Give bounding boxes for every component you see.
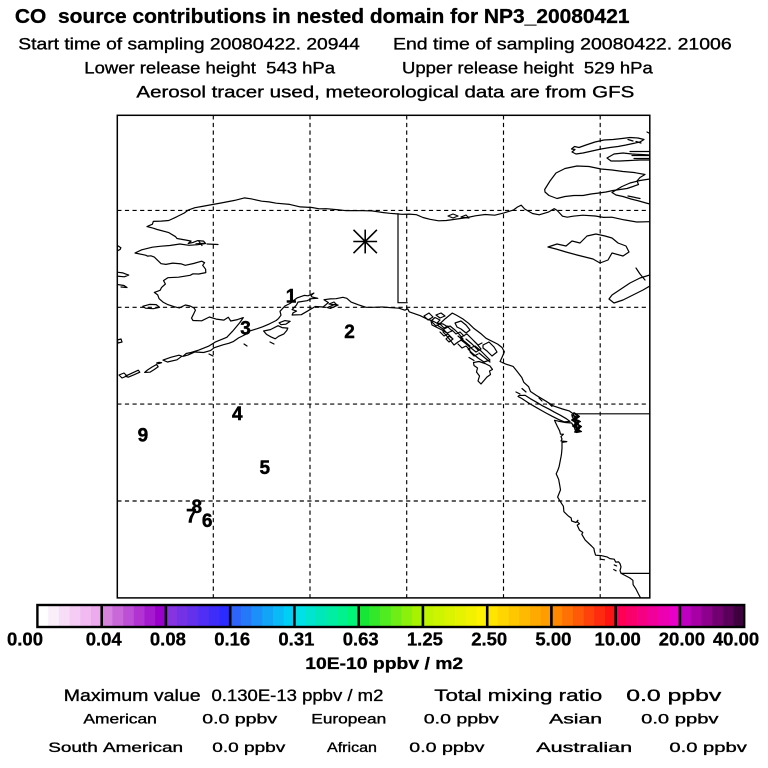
svg-text:10E-10 ppbv / m2: 10E-10 ppbv / m2 xyxy=(305,654,463,672)
svg-text:1.25: 1.25 xyxy=(407,629,443,650)
svg-text:0.0 ppbv: 0.0 ppbv xyxy=(409,740,485,756)
svg-text:Australian: Australian xyxy=(536,740,632,755)
svg-text:0.0 ppbv: 0.0 ppbv xyxy=(212,740,286,756)
svg-text:South American: South American xyxy=(48,740,183,756)
svg-text:6: 6 xyxy=(202,511,213,532)
svg-text:7: 7 xyxy=(186,507,197,528)
svg-text:Aerosol tracer used, meteorolo: Aerosol tracer used, meteorological data… xyxy=(136,82,634,101)
svg-text:1: 1 xyxy=(286,286,297,307)
svg-text:0.130E-13 ppbv / m2: 0.130E-13 ppbv / m2 xyxy=(212,686,384,705)
svg-text:0.08: 0.08 xyxy=(150,629,186,650)
svg-text:African: African xyxy=(327,740,377,756)
svg-text:2: 2 xyxy=(344,322,355,343)
svg-text:Asian: Asian xyxy=(549,711,602,727)
svg-text:5.00: 5.00 xyxy=(535,629,571,650)
svg-text:0.04: 0.04 xyxy=(86,629,123,650)
svg-text:9: 9 xyxy=(138,425,149,446)
svg-text:End time of sampling 20080422.: End time of sampling 20080422. 21006 xyxy=(393,34,732,54)
svg-text:Upper release height 529 hPa: Upper release height 529 hPa xyxy=(402,58,653,77)
svg-text:5: 5 xyxy=(260,458,271,479)
svg-text:10.00: 10.00 xyxy=(595,629,641,650)
svg-text:40.00: 40.00 xyxy=(713,629,759,650)
svg-text:Start time of sampling 2008042: Start time of sampling 20080422. 20944 xyxy=(18,35,360,54)
svg-text:Maximum value: Maximum value xyxy=(64,685,201,704)
svg-text:2.50: 2.50 xyxy=(471,629,507,650)
svg-text:Lower release height 543 hPa: Lower release height 543 hPa xyxy=(84,58,335,77)
svg-text:20.00: 20.00 xyxy=(659,629,705,650)
svg-text:0.0 ppbv: 0.0 ppbv xyxy=(641,711,719,727)
svg-text:4: 4 xyxy=(232,404,243,425)
svg-text:0.31: 0.31 xyxy=(278,629,314,650)
svg-text:CO source contributions in ne: CO source contributions in nested domain… xyxy=(15,5,630,28)
svg-text:Total mixing ratio: Total mixing ratio xyxy=(434,686,602,705)
svg-text:0.63: 0.63 xyxy=(343,629,379,650)
svg-text:0.16: 0.16 xyxy=(214,629,250,650)
svg-text:American: American xyxy=(83,712,156,727)
svg-text:0.00: 0.00 xyxy=(7,629,43,650)
svg-text:8: 8 xyxy=(192,497,203,518)
svg-text:0.0 ppbv: 0.0 ppbv xyxy=(626,686,721,704)
svg-text:0.0 ppbv: 0.0 ppbv xyxy=(669,739,747,755)
svg-text:0.0 ppbv: 0.0 ppbv xyxy=(424,711,500,727)
svg-text:European: European xyxy=(311,712,386,727)
svg-text:3: 3 xyxy=(240,319,251,340)
svg-text:0.0 ppbv: 0.0 ppbv xyxy=(202,711,278,727)
